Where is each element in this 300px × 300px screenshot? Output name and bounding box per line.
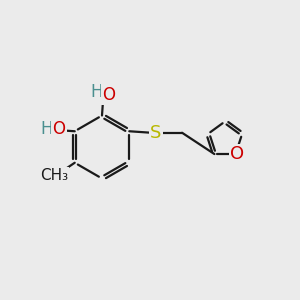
- Text: H: H: [40, 120, 53, 138]
- Text: O: O: [230, 145, 244, 163]
- Text: S: S: [150, 124, 161, 142]
- Text: O: O: [102, 85, 115, 103]
- Text: O: O: [52, 120, 65, 138]
- Text: CH₃: CH₃: [40, 168, 68, 183]
- Text: H: H: [91, 83, 103, 101]
